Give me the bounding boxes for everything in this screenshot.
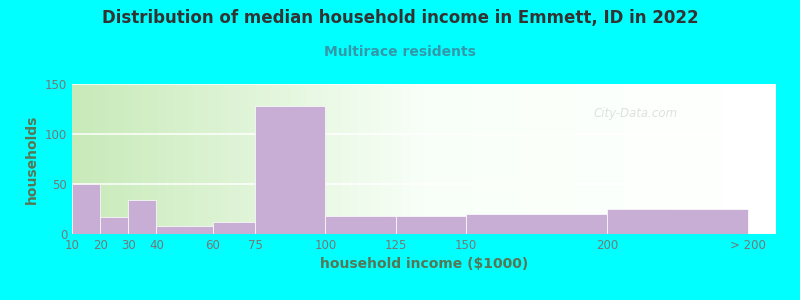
Text: Multirace residents: Multirace residents: [324, 45, 476, 59]
Bar: [466, 214, 607, 234]
Bar: [157, 226, 213, 234]
Bar: [100, 217, 128, 234]
Text: Distribution of median household income in Emmett, ID in 2022: Distribution of median household income …: [102, 9, 698, 27]
Bar: [72, 184, 100, 234]
Bar: [255, 106, 326, 234]
Bar: [128, 200, 157, 234]
Bar: [213, 222, 255, 234]
Y-axis label: households: households: [26, 114, 39, 204]
X-axis label: household income ($1000): household income ($1000): [320, 257, 528, 272]
Text: City-Data.com: City-Data.com: [593, 107, 678, 121]
Bar: [396, 216, 466, 234]
Bar: [326, 216, 396, 234]
Bar: [607, 209, 748, 234]
